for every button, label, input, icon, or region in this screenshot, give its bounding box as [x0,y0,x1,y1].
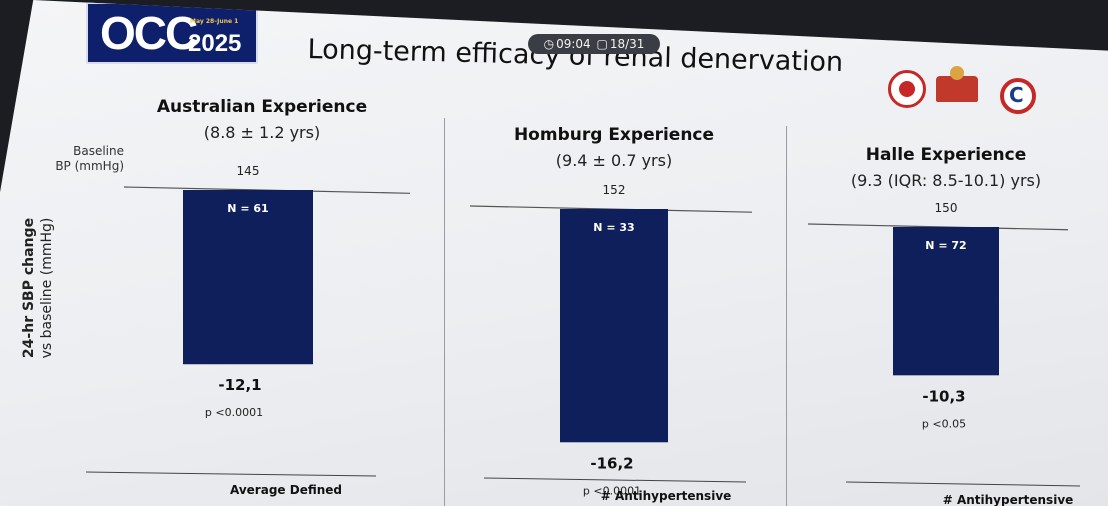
bar [560,209,668,443]
occ-logo: OCC May 28–June 1 2025 [86,2,258,64]
footer-line [483,477,747,483]
panel-divider [444,118,445,506]
status-pill: ◷ 09:04 ▢ 18/31 [528,34,660,54]
panel-title: Halle Experience [866,145,1027,165]
baseline-value: 145 [237,164,260,178]
panel-subtitle: (9.3 (IQR: 8.5-10.1) yrs) [851,171,1041,190]
logo-main-text: OCC [100,7,198,59]
p-value-label: p <0.0001 [583,484,641,497]
society-emblem-icon [888,70,926,108]
footer-line [85,471,377,477]
logo-year: 2025 [188,30,242,57]
footer-line [845,481,1081,487]
value-label: -10,3 [922,387,965,405]
panel-subtitle: (8.8 ± 1.2 yrs) [204,123,320,142]
n-label: N = 61 [227,202,268,215]
baseline-value: 152 [603,183,626,197]
footer-label: Average Defined [230,483,342,497]
baseline-label: Baseline BP (mmHg) [44,144,124,174]
status-time: 09:04 [556,37,591,51]
baseline-line [807,223,1069,231]
bar [183,190,313,365]
panel-divider [786,126,787,506]
baseline-label-line1: Baseline [73,144,124,158]
n-label: N = 33 [593,221,634,234]
baseline-label-line2: BP (mmHg) [55,159,124,173]
page-icon: ▢ [596,37,608,51]
status-page: 18/31 [609,37,645,51]
footer-label: # Antihypertensive [601,489,732,503]
value-label: -12,1 [218,376,261,394]
p-value-label: p <0.05 [922,417,966,430]
value-label: -16,2 [590,454,633,472]
bar [893,227,999,376]
cardio-emblem-icon [1000,78,1036,114]
temple-emblem-icon [936,66,978,102]
panel-title: Homburg Experience [514,125,714,145]
panel-title: Australian Experience [157,97,367,117]
logo-dates: May 28–June 1 [190,18,239,25]
panel-subtitle: (9.4 ± 0.7 yrs) [556,151,672,170]
footer-label: # Antihypertensive [943,493,1074,506]
p-value-label: p <0.0001 [205,406,263,419]
clock-icon: ◷ [543,37,555,51]
n-label: N = 72 [925,239,966,252]
baseline-value: 150 [935,201,958,215]
